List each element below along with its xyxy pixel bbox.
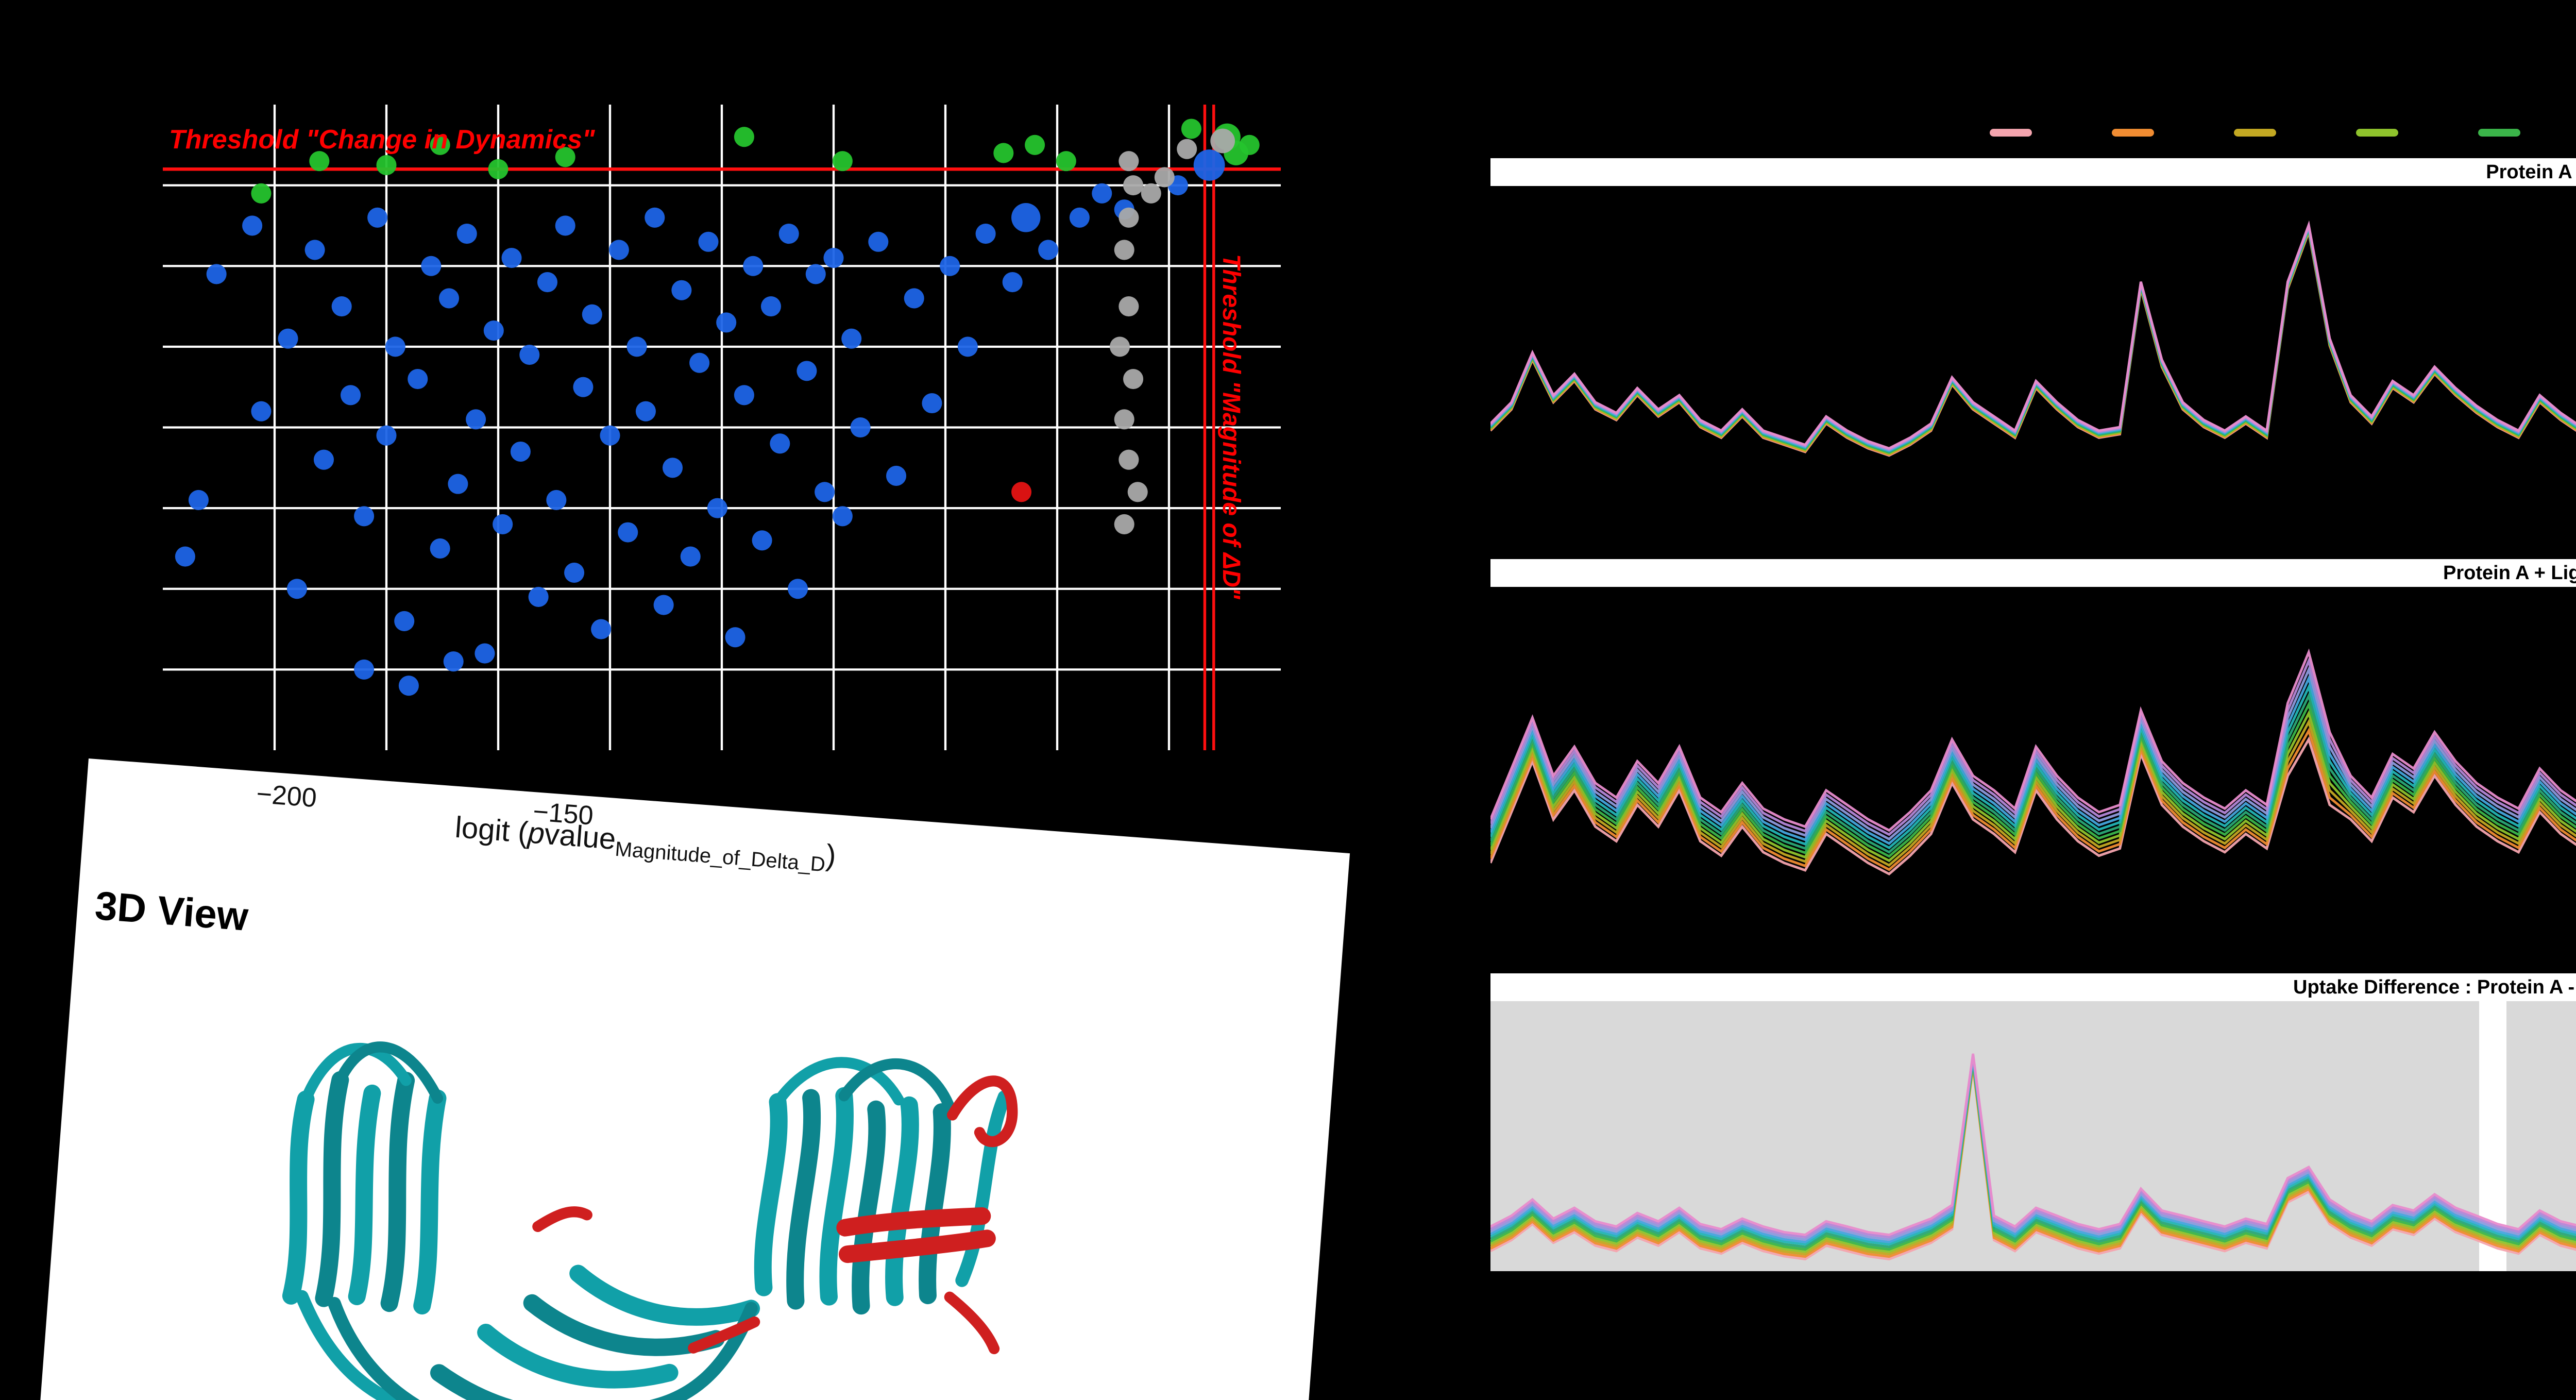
threshold-dynamics-label: Threshold "Change in Dynamics"	[169, 125, 595, 155]
volcano-canvas[interactable]	[163, 105, 1281, 750]
3d-view-title: 3D View	[93, 882, 250, 939]
chart-protein-a-ligand-canvas[interactable]	[1490, 587, 2576, 950]
volcano-plot: Threshold "Change in Dynamics" Threshold…	[163, 105, 1281, 750]
legend-dash	[2234, 129, 2276, 137]
3d-view-card: −200 −150 logit (pvalueMagnitude_of_Delt…	[30, 758, 1350, 1400]
panel-title-protein-a-ligand: Protein A + Ligand	[1490, 559, 2576, 587]
legend-dash	[2478, 129, 2520, 137]
x-axis-label: logit (pvalueMagnitude_of_Delta_D)	[453, 810, 837, 876]
chart-protein-a-ligand	[1490, 587, 2576, 950]
threshold-magnitude-label: Threshold "Magnitude of ΔD"	[1217, 254, 1245, 599]
x-tick-200: −200	[255, 779, 318, 814]
chart-uptake-difference	[1490, 1001, 2576, 1271]
panel-title-uptake-difference: Uptake Difference : Protein A - (Protein…	[1490, 973, 2576, 1001]
legend-dash	[2112, 129, 2154, 137]
chart-protein-a-canvas[interactable]	[1490, 186, 2576, 541]
chart-protein-a	[1490, 186, 2576, 541]
chart-uptake-difference-canvas[interactable]	[1490, 1001, 2576, 1271]
protein-structure[interactable]	[189, 959, 1101, 1400]
legend-dash	[1990, 129, 2032, 137]
legend-dash	[2356, 129, 2398, 137]
chart-legend	[1990, 129, 2576, 137]
panel-title-protein-a: Protein A	[1490, 158, 2576, 186]
